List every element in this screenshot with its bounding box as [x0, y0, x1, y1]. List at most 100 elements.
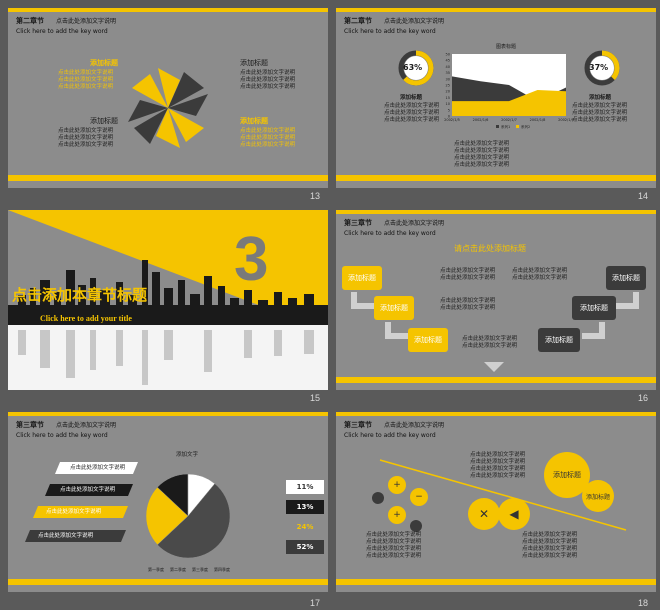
key-word: Click here to add the key word — [344, 230, 436, 237]
flow-box-6[interactable]: 添加标题 — [538, 328, 580, 352]
tools-icon[interactable]: ✕ — [468, 498, 500, 530]
text-line: 点击此处添加文字说明 — [512, 275, 568, 281]
text-line: 点击此处添加文字说明 — [470, 452, 526, 458]
right-percent: 37% — [589, 63, 609, 72]
text-line: 点击此处添加文字说明 — [522, 553, 578, 559]
text-line: 点击此处添加文字说明 — [58, 77, 114, 83]
left-percent: 63% — [403, 63, 423, 72]
section-label: 第三章节 — [344, 421, 372, 429]
text-line: 点击此处添加文字说明 — [454, 162, 510, 168]
slide-16[interactable]: 第三章节 点击此处添加文字说明 Click here to add the ke… — [336, 210, 656, 390]
slide-13[interactable]: 第二章节 点击此处添加文字说明 Click here to add the ke… — [8, 8, 328, 188]
add-icon[interactable]: + — [388, 506, 406, 524]
percent-box-1: 11% — [286, 480, 324, 494]
text-line: 点击此处添加文字说明 — [58, 128, 114, 134]
chart-title: 图表标题 — [496, 44, 517, 50]
slide-number: 16 — [638, 393, 649, 403]
top-bar — [8, 412, 328, 416]
top-bar — [336, 8, 656, 12]
flow-box-3[interactable]: 添加标题 — [408, 328, 448, 352]
slide-14[interactable]: 第二章节 点击此处添加文字说明 Click here to add the ke… — [336, 8, 656, 188]
y-tick-label: 5 — [448, 108, 450, 112]
right-title: 添加标题 — [589, 95, 612, 101]
slide-18[interactable]: 第三章节 点击此处添加文字说明 Click here to add the ke… — [336, 412, 656, 592]
slide-17[interactable]: 第三章节 点击此处添加文字说明 Click here to add the ke… — [8, 412, 328, 592]
y-tick-label: 30 — [446, 77, 450, 81]
legend-swatch — [496, 125, 499, 128]
slide-15[interactable]: 3 点击添加本章节标题 Click here to add your title — [8, 210, 328, 390]
text-line: 点击此处添加文字说明 — [572, 110, 628, 116]
bottom-bar — [8, 579, 328, 585]
add-icon[interactable]: + — [388, 476, 406, 494]
minus-icon[interactable]: − — [410, 488, 428, 506]
text-line: 点击此处添加文字说明 — [454, 155, 510, 161]
flow-arrows — [351, 292, 639, 372]
text-line: 点击此处添加文字说明 — [522, 539, 578, 545]
flow-box-5[interactable]: 添加标题 — [572, 296, 616, 320]
pie-slice — [187, 473, 216, 517]
section-subtitle[interactable]: Click here to add your title — [40, 314, 132, 323]
bottom-bar — [336, 175, 656, 181]
top-bar — [8, 8, 328, 12]
banner-3: 点击此处添加文字说明 — [46, 509, 102, 515]
title-circle-2[interactable]: 添加标题 — [582, 480, 614, 512]
slide-number: 15 — [310, 393, 321, 403]
text-line: 点击此处添加文字说明 — [366, 553, 422, 559]
top-bar — [336, 210, 656, 214]
text-line: 点击此处添加文字说明 — [240, 128, 296, 134]
key-word: Click here to add the key word — [16, 432, 108, 439]
text-line: 点击此处添加文字说明 — [470, 459, 526, 465]
x-tick-label: 2002/1/6 — [473, 118, 489, 122]
top-bar — [336, 412, 656, 416]
legend-label: 系列1 — [501, 124, 510, 129]
banner-1: 点击此处添加文字说明 — [70, 465, 126, 471]
slide-number: 13 — [310, 191, 321, 201]
text-line: 点击此处添加文字说明 — [58, 135, 114, 141]
text-line: 点击此处添加文字说明 — [58, 142, 114, 148]
text-line: 点击此处添加文字说明 — [384, 117, 440, 123]
text-line: 点击此处添加文字说明 — [240, 84, 296, 90]
banners — [25, 462, 138, 542]
flow-box-1[interactable]: 添加标题 — [342, 266, 382, 290]
percent-box-2: 13% — [286, 500, 324, 514]
percent-box-4: 52% — [286, 540, 324, 554]
speaker-icon[interactable]: ◀ — [498, 498, 530, 530]
banner-2: 点击此处添加文字说明 — [60, 487, 116, 493]
section-cover-graphic — [8, 210, 328, 390]
section-label: 第二章节 — [16, 17, 44, 25]
section-label: 第三章节 — [344, 219, 372, 227]
text-line: 点击此处添加文字说明 — [522, 532, 578, 538]
y-tick-label: 15 — [446, 96, 450, 100]
section-title[interactable]: 点击添加本章节标题 — [12, 286, 148, 304]
x-tick-label: 2002/1/9 — [558, 118, 574, 122]
text-line: 点击此处添加文字说明 — [240, 77, 296, 83]
text-line: 点击此处添加文字说明 — [366, 546, 422, 552]
text-line: 点击此处添加文字说明 — [470, 473, 526, 479]
text-line: 点击此处添加文字说明 — [240, 142, 296, 148]
text-line: 点击此处添加文字说明 — [440, 268, 496, 274]
bottom-bar — [8, 175, 328, 181]
area-chart: 0 5 10 15 20 25 30 35 40 45 50 2002/1/5 2002/1/6 2002… — [444, 53, 574, 130]
y-tick-label: 50 — [446, 53, 450, 57]
slide-number: 17 — [310, 598, 321, 608]
text-line: 点击此处添加文字说明 — [572, 117, 628, 123]
key-word: Click here to add the key word — [344, 28, 436, 35]
small-dot — [372, 492, 384, 504]
legend-swatch — [516, 125, 519, 128]
text-line: 点击此处添加文字说明 — [366, 539, 422, 545]
text-line: 点击此处添加文字说明 — [572, 103, 628, 109]
section-subtitle: 点击此处添加文字说明 — [56, 422, 117, 429]
flow-heading: 请点击此处添加标题 — [454, 244, 526, 253]
y-tick-label: 25 — [446, 84, 450, 88]
flow-box-2[interactable]: 添加标题 — [374, 296, 414, 320]
donut-right-fill — [584, 50, 620, 86]
title-gray: 添加标题 — [90, 117, 118, 125]
pie-legend-2: 第二季度 — [170, 567, 186, 572]
y-tick-label: 10 — [446, 102, 450, 106]
text-line: 点击此处添加文字说明 — [58, 70, 114, 76]
key-word: Click here to add the key word — [16, 28, 108, 35]
flow-box-4[interactable]: 添加标题 — [606, 266, 646, 290]
title-yellow: 添加标题 — [90, 59, 118, 67]
y-tick-label: 35 — [446, 71, 450, 75]
section-subtitle: 点击此处添加文字说明 — [384, 18, 445, 25]
